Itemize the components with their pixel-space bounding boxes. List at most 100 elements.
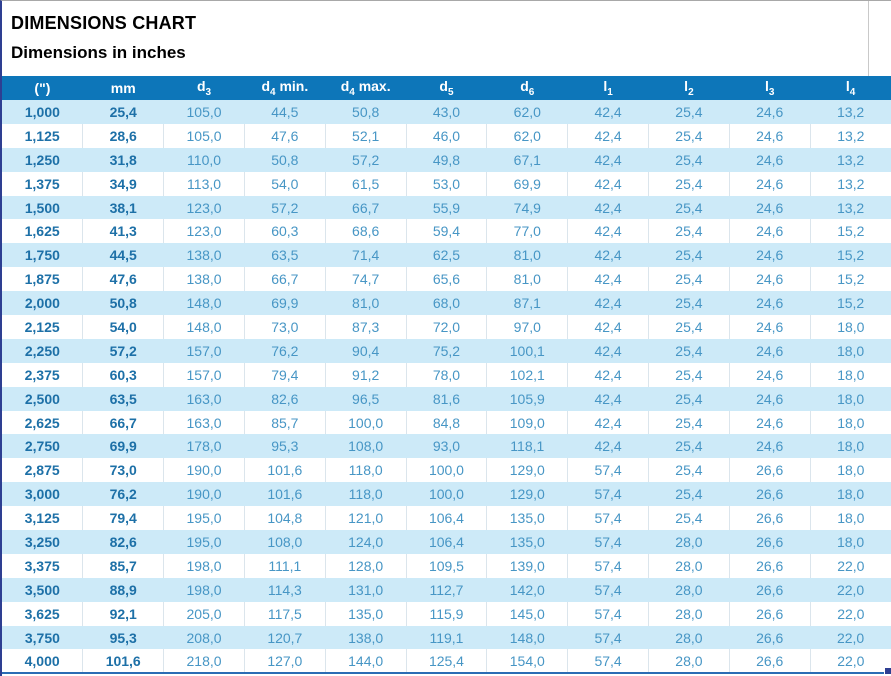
table-cell[interactable]: 25,4 [648, 195, 730, 220]
table-cell[interactable]: 42,4 [567, 362, 649, 387]
column-header[interactable]: l2 [648, 76, 730, 100]
table-cell[interactable]: 138,0 [163, 243, 245, 268]
table-cell[interactable]: 118,0 [325, 482, 407, 507]
table-cell[interactable]: 112,7 [406, 577, 487, 602]
table-cell[interactable]: 22,0 [810, 601, 891, 626]
column-header[interactable]: l3 [729, 76, 811, 100]
table-cell[interactable]: 135,0 [486, 530, 568, 554]
table-cell[interactable]: 145,0 [486, 601, 569, 626]
table-cell[interactable]: 28,0 [648, 577, 730, 602]
table-cell[interactable]: 118,1 [486, 434, 568, 459]
table-cell[interactable]: 42,4 [567, 410, 649, 435]
table-cell[interactable]: 198,0 [163, 577, 245, 602]
table-cell[interactable]: 61,5 [325, 171, 407, 196]
table-cell[interactable]: 123,0 [163, 219, 245, 244]
table-cell[interactable]: 81,0 [486, 243, 568, 268]
table-cell[interactable]: 2,500 [2, 386, 83, 411]
table-cell[interactable]: 13,2 [810, 195, 891, 220]
table-cell[interactable]: 101,6 [244, 482, 326, 507]
table-cell[interactable]: 3,750 [2, 625, 83, 650]
table-cell[interactable]: 81,6 [406, 386, 487, 411]
table-cell[interactable]: 62,5 [406, 243, 487, 268]
table-cell[interactable]: 15,2 [810, 243, 891, 268]
table-cell[interactable]: 88,9 [82, 577, 164, 602]
table-cell[interactable]: 38,1 [82, 195, 164, 220]
table-cell[interactable]: 163,0 [163, 386, 245, 411]
table-cell[interactable]: 57,4 [567, 553, 649, 578]
table-cell[interactable]: 25,4 [648, 267, 730, 292]
table-cell[interactable]: 25,4 [648, 386, 730, 411]
table-cell[interactable]: 3,125 [2, 506, 84, 531]
table-cell[interactable]: 50,8 [244, 147, 326, 172]
table-cell[interactable]: 3,625 [2, 601, 84, 626]
table-cell[interactable]: 1,875 [2, 267, 84, 292]
table-cell[interactable]: 24,6 [729, 267, 811, 292]
table-cell[interactable]: 68,0 [406, 291, 487, 316]
table-cell[interactable]: 96,5 [325, 386, 407, 411]
table-cell[interactable]: 3,500 [2, 577, 83, 602]
table-cell[interactable]: 105,0 [163, 123, 245, 148]
table-cell[interactable]: 148,0 [486, 625, 568, 650]
table-cell[interactable]: 66,7 [325, 195, 407, 220]
table-cell[interactable]: 100,1 [486, 338, 568, 363]
table-cell[interactable]: 26,6 [729, 601, 811, 626]
table-cell[interactable]: 57,4 [567, 530, 649, 554]
table-cell[interactable]: 57,4 [567, 649, 649, 674]
table-cell[interactable]: 178,0 [163, 434, 245, 459]
table-cell[interactable]: 82,6 [82, 530, 164, 554]
table-cell[interactable]: 76,2 [244, 338, 326, 363]
table-cell[interactable]: 13,2 [810, 100, 891, 124]
table-cell[interactable]: 25,4 [648, 291, 730, 316]
table-cell[interactable]: 62,0 [486, 100, 568, 124]
table-cell[interactable]: 71,4 [325, 243, 407, 268]
table-cell[interactable]: 69,9 [82, 434, 164, 459]
table-cell[interactable]: 92,1 [82, 601, 165, 626]
table-cell[interactable]: 104,8 [244, 506, 326, 531]
table-cell[interactable]: 42,4 [567, 434, 649, 459]
table-cell[interactable]: 110,0 [163, 147, 245, 172]
table-cell[interactable]: 65,6 [406, 267, 488, 292]
table-cell[interactable]: 42,4 [567, 243, 649, 268]
table-cell[interactable]: 18,0 [810, 458, 891, 483]
table-cell[interactable]: 138,0 [325, 625, 407, 650]
table-cell[interactable]: 163,0 [163, 410, 245, 435]
table-cell[interactable]: 25,4 [648, 100, 730, 124]
table-cell[interactable]: 57,2 [325, 147, 407, 172]
table-cell[interactable]: 108,0 [244, 530, 326, 554]
table-cell[interactable]: 24,6 [729, 100, 811, 124]
table-cell[interactable]: 25,4 [648, 410, 730, 435]
table-cell[interactable]: 60,3 [82, 362, 165, 387]
table-cell[interactable]: 120,7 [244, 625, 326, 650]
table-cell[interactable]: 57,4 [567, 577, 649, 602]
table-cell[interactable]: 1,000 [2, 100, 83, 124]
table-cell[interactable]: 81,0 [486, 267, 569, 292]
table-cell[interactable]: 129,0 [486, 482, 568, 507]
table-cell[interactable]: 24,6 [729, 195, 811, 220]
table-cell[interactable]: 28,0 [648, 625, 730, 650]
table-cell[interactable]: 78,0 [406, 362, 488, 387]
table-cell[interactable]: 57,2 [82, 338, 164, 363]
table-cell[interactable]: 138,0 [163, 267, 245, 292]
table-cell[interactable]: 135,0 [325, 601, 407, 626]
table-cell[interactable]: 100,0 [325, 410, 407, 435]
table-cell[interactable]: 57,4 [567, 482, 649, 507]
table-cell[interactable]: 47,6 [244, 123, 326, 148]
table-cell[interactable]: 24,6 [729, 291, 811, 316]
table-cell[interactable]: 42,4 [567, 291, 649, 316]
table-cell[interactable]: 28,0 [648, 601, 730, 626]
table-cell[interactable]: 60,3 [244, 219, 326, 244]
table-cell[interactable]: 190,0 [163, 482, 245, 507]
table-cell[interactable]: 124,0 [325, 530, 407, 554]
table-cell[interactable]: 118,0 [325, 458, 407, 483]
table-cell[interactable]: 198,0 [163, 553, 245, 578]
table-cell[interactable]: 22,0 [810, 553, 891, 578]
table-cell[interactable]: 101,6 [82, 649, 165, 674]
table-cell[interactable]: 34,9 [82, 171, 165, 196]
table-cell[interactable]: 123,0 [163, 195, 245, 220]
table-cell[interactable]: 69,9 [244, 291, 326, 316]
table-cell[interactable]: 91,2 [325, 362, 407, 387]
table-cell[interactable]: 24,6 [729, 338, 811, 363]
table-cell[interactable]: 101,6 [244, 458, 326, 483]
table-cell[interactable]: 46,0 [406, 123, 488, 148]
table-cell[interactable]: 57,2 [244, 195, 326, 220]
